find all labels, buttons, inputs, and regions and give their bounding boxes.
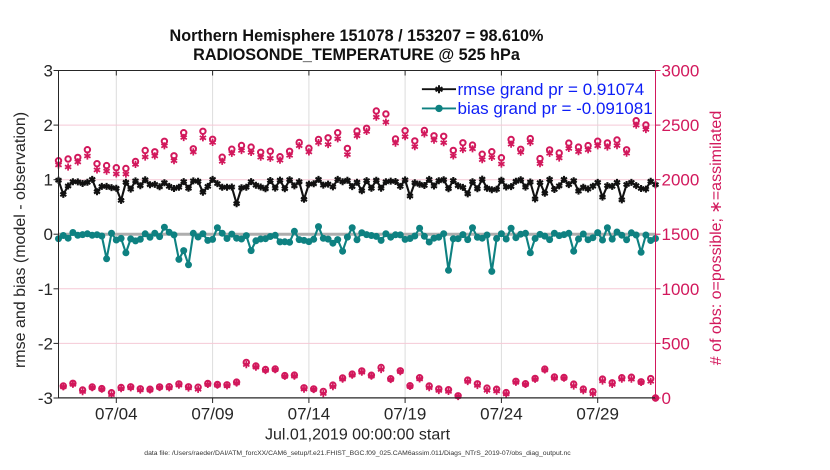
svg-text:07/24: 07/24 [480, 405, 523, 424]
svg-text:500: 500 [662, 334, 690, 353]
svg-text:# of obs: o=possible; ∗=assimi: # of obs: o=possible; ∗=assimilated [708, 111, 725, 365]
svg-text:3000: 3000 [662, 62, 700, 81]
svg-text:1000: 1000 [662, 280, 700, 299]
svg-text:2: 2 [44, 116, 53, 135]
svg-text:1: 1 [44, 171, 53, 190]
svg-text:RADIOSONDE_TEMPERATURE @ 525 h: RADIOSONDE_TEMPERATURE @ 525 hPa [193, 46, 521, 64]
svg-text:Northern Hemisphere 151078 / 1: Northern Hemisphere 151078 / 153207 = 98… [170, 27, 544, 45]
svg-text:07/29: 07/29 [576, 405, 619, 424]
svg-text:2000: 2000 [662, 171, 700, 190]
svg-text:-2: -2 [38, 334, 53, 353]
svg-text:rmse and bias (model - observa: rmse and bias (model - observation) [12, 112, 29, 368]
svg-text:rmse grand pr = 0.91074: rmse grand pr = 0.91074 [458, 80, 645, 99]
svg-text:1500: 1500 [662, 225, 700, 244]
svg-text:07/14: 07/14 [288, 405, 331, 424]
svg-text:bias grand pr = -0.091081: bias grand pr = -0.091081 [458, 99, 653, 118]
svg-text:-3: -3 [38, 389, 53, 408]
svg-text:0: 0 [662, 389, 671, 408]
svg-text:-1: -1 [38, 280, 53, 299]
svg-text:07/04: 07/04 [95, 405, 138, 424]
svg-text:0: 0 [44, 225, 53, 244]
svg-text:Jul.01,2019 00:00:00 start: Jul.01,2019 00:00:00 start [265, 427, 451, 444]
svg-text:07/19: 07/19 [384, 405, 427, 424]
svg-text:2500: 2500 [662, 116, 700, 135]
svg-text:3: 3 [44, 62, 53, 81]
svg-text:data file: /Users/raeder/DAI/A: data file: /Users/raeder/DAI/ATM_forcXX/… [144, 450, 571, 457]
svg-text:07/09: 07/09 [191, 405, 234, 424]
